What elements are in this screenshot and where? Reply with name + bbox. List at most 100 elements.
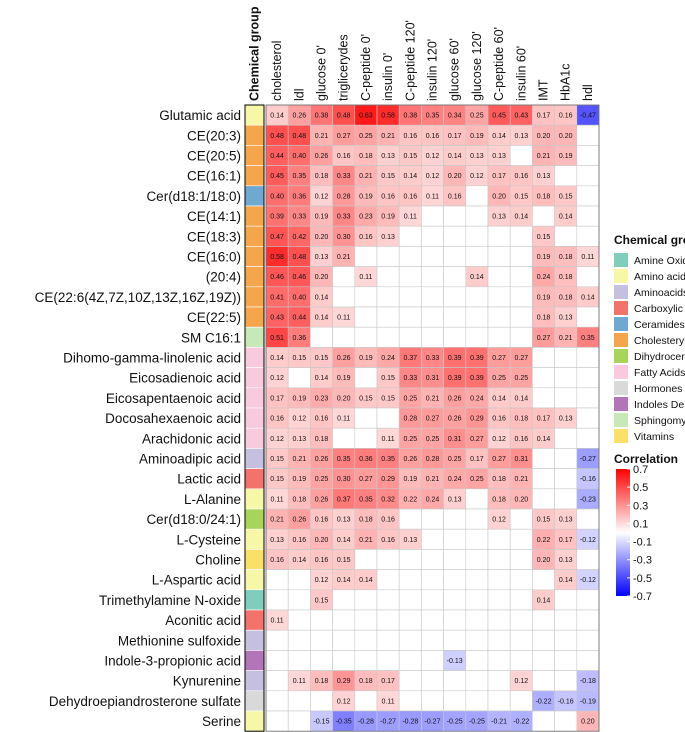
cell-value-22-12: 0.20: [537, 557, 551, 564]
row-label-l-aspartic-acid: L-Aspartic acid: [152, 573, 241, 588]
group-swatch-ce-22-6-4z-7z-10z-13z-16z-19z: [244, 286, 265, 308]
cell-20-8: [443, 508, 467, 530]
legend-swatch-dihydroceramides: [614, 349, 628, 363]
colorbar-tick-0-3: -0.3: [633, 555, 652, 567]
cell-value-0-9: 0.25: [470, 113, 484, 120]
cell-value-18-0: 0.15: [270, 476, 284, 483]
cell-value-18-14: -0.16: [580, 476, 596, 483]
cell-value-14-2: 0.23: [315, 395, 329, 402]
cell-7-11: [509, 246, 533, 267]
cell-11-9: [465, 326, 489, 348]
cell-value-21-6: 0.13: [403, 537, 417, 544]
cell-value-20-5: 0.16: [381, 517, 395, 524]
cell-value-1-10: 0.14: [492, 133, 506, 140]
cell-value-30-9: -0.25: [469, 719, 485, 726]
cell-11-6: [398, 326, 422, 348]
cell-7-4: [354, 246, 378, 267]
row-label-ce-20-3: CE(20:3): [187, 128, 241, 143]
cell-value-18-5: 0.29: [381, 476, 395, 483]
cell-27-6: [398, 650, 422, 671]
colorbar-tick-0-1: -0.1: [633, 537, 652, 549]
cell-10-9: [465, 306, 489, 328]
cell-22-5: [376, 549, 400, 570]
cell-value-22-3: 0.15: [337, 557, 351, 564]
cell-value-13-8: 0.39: [448, 375, 462, 382]
cell-8-7: [421, 266, 444, 288]
cell-28-7: [421, 670, 444, 692]
group-swatch-arachidonic-acid: [244, 427, 265, 449]
cell-value-4-2: 0.12: [315, 193, 329, 200]
cell-13-12: [532, 367, 555, 389]
cell-9-3: [332, 286, 356, 308]
legend-swatch-amino-acids: [614, 269, 628, 283]
group-swatch-ce-14-1: [244, 205, 265, 227]
cell-2-11: [509, 145, 533, 166]
cell-value-18-4: 0.27: [359, 476, 373, 483]
cell-value-3-5: 0.15: [381, 173, 395, 180]
cell-9-10: [487, 286, 511, 308]
cell-value-16-9: 0.27: [470, 436, 484, 443]
legend-swatch-vitamins: [614, 429, 628, 443]
cell-value-10-12: 0.18: [537, 315, 551, 322]
cell-28-8: [443, 670, 467, 692]
column-label-triglicerydes: triglicerydes: [337, 34, 351, 101]
cell-value-1-3: 0.27: [337, 133, 351, 140]
cell-27-12: [532, 650, 555, 671]
column-label-insulin-120: insulin 120': [426, 39, 440, 101]
cell-value-2-1: 0.40: [292, 153, 306, 160]
chemical-group-strip: [244, 104, 265, 732]
column-label-glucose-0: glucose 0': [315, 45, 329, 101]
cell-6-8: [443, 225, 467, 247]
cell-value-17-3: 0.35: [337, 456, 351, 463]
heatmap-cells: 0.14 0.26 0.38 0.48 0.63 0.58 0.38 0.35 0.34 0.25…: [265, 104, 600, 732]
cell-value-0-12: 0.17: [537, 113, 551, 120]
cell-value-15-11: 0.18: [514, 416, 528, 423]
cell-value-17-6: 0.26: [403, 456, 417, 463]
cell-25-2: [310, 609, 333, 631]
row-label-l-alanine: L-Alanine: [184, 492, 241, 507]
cell-value-12-8: 0.39: [448, 355, 462, 362]
cell-value-17-7: 0.28: [426, 456, 440, 463]
column-label-insulin-0: insulin 0': [381, 53, 395, 101]
cell-value-18-7: 0.21: [426, 476, 440, 483]
cell-value-30-14: 0.20: [581, 719, 595, 726]
row-label-l-cysteine: L-Cysteine: [176, 532, 241, 547]
cell-20-7: [421, 508, 444, 530]
cell-value-12-6: 0.37: [403, 355, 417, 362]
cell-5-7: [421, 205, 444, 227]
cell-26-5: [376, 629, 400, 651]
cell-value-15-6: 0.28: [403, 416, 417, 423]
cell-value-19-7: 0.24: [426, 496, 440, 503]
cell-28-12: [532, 670, 555, 692]
cell-value-20-3: 0.13: [337, 517, 351, 524]
cell-10-4: [354, 306, 378, 328]
cell-8-10: [487, 266, 511, 288]
cell-value-8-1: 0.46: [292, 274, 306, 281]
cell-value-12-9: 0.39: [470, 355, 484, 362]
cell-value-28-5: 0.17: [381, 678, 395, 685]
cell-26-11: [509, 629, 533, 651]
cell-23-10: [487, 569, 511, 591]
row-label-trimethylamine-n-oxide: Trimethylamine N-oxide: [99, 593, 241, 608]
cell-27-3: [332, 650, 356, 671]
cell-value-3-8: 0.20: [448, 173, 462, 180]
cell-value-11-14: 0.35: [581, 335, 595, 342]
cell-7-6: [398, 246, 422, 267]
cell-value-6-2: 0.20: [315, 234, 329, 241]
cell-10-10: [487, 306, 511, 328]
column-labels: cholesterol ldl glucose 0' triglicerydes C-p…: [248, 6, 595, 101]
cell-20-14: [576, 508, 600, 530]
colorbar-bar: [616, 469, 630, 596]
legend-item-cholesteryl-esters: Cholesteryl esters: [634, 335, 685, 347]
cell-value-18-11: 0.21: [514, 476, 528, 483]
cell-13-13: [554, 367, 578, 389]
group-swatch-ce-16-1: [244, 165, 265, 187]
cell-30-13: [554, 710, 578, 732]
cell-value-4-6: 0.16: [403, 193, 417, 200]
cell-value-8-13: 0.18: [559, 274, 573, 281]
chemical-group-legend: Chemical group Amine Oxides Amino acids Ami…: [614, 233, 685, 443]
cell-value-15-10: 0.16: [492, 416, 506, 423]
cell-29-10: [487, 690, 511, 712]
cell-value-5-1: 0.33: [292, 214, 306, 221]
